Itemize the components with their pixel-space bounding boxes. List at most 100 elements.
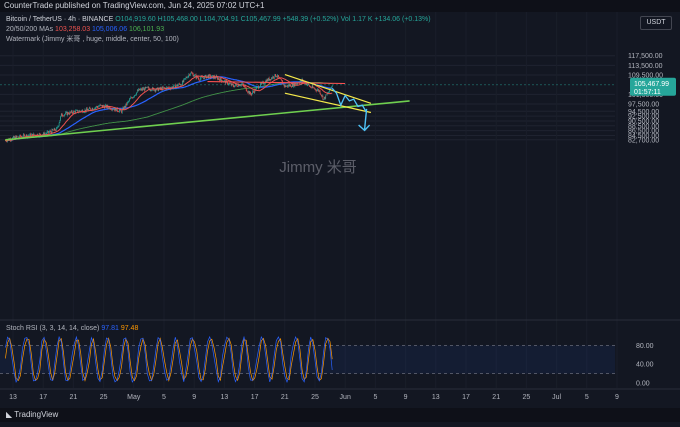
candle-body[interactable]: [239, 85, 241, 87]
candle-body[interactable]: [203, 77, 205, 79]
candle-body[interactable]: [19, 135, 21, 138]
candle-body[interactable]: [84, 109, 86, 112]
candle-body[interactable]: [250, 94, 252, 96]
stoch-k-line[interactable]: [5, 335, 333, 384]
candle-body[interactable]: [160, 87, 162, 89]
candle-body[interactable]: [24, 135, 26, 138]
candle-body[interactable]: [187, 75, 189, 78]
candle-body[interactable]: [273, 76, 274, 79]
candle-body[interactable]: [245, 86, 246, 88]
candle-body[interactable]: [204, 76, 205, 79]
candle-body[interactable]: [307, 83, 309, 85]
candle-body[interactable]: [182, 80, 184, 82]
candle-body[interactable]: [101, 105, 103, 107]
candle-body[interactable]: [146, 86, 148, 88]
candle-body[interactable]: [53, 128, 55, 131]
candle-body[interactable]: [108, 107, 109, 109]
candle-body[interactable]: [207, 75, 209, 78]
candle-body[interactable]: [202, 76, 203, 78]
candle-body[interactable]: [253, 91, 254, 92]
candle-body[interactable]: [276, 76, 278, 77]
stoch-d-line[interactable]: [5, 337, 333, 382]
candle-body[interactable]: [65, 112, 67, 113]
candle-body[interactable]: [129, 99, 130, 101]
candle-body[interactable]: [187, 77, 188, 79]
candle-body[interactable]: [12, 136, 14, 138]
candle-body[interactable]: [237, 86, 238, 87]
candle-body[interactable]: [259, 86, 261, 88]
candle-body[interactable]: [291, 86, 292, 88]
candle-body[interactable]: [310, 86, 312, 88]
candle-body[interactable]: [28, 135, 30, 137]
candle-body[interactable]: [242, 83, 243, 85]
candle-body[interactable]: [51, 129, 53, 133]
candle-body[interactable]: [325, 94, 327, 99]
candle-body[interactable]: [314, 88, 316, 90]
candle-body[interactable]: [13, 136, 15, 138]
candle-body[interactable]: [30, 133, 31, 137]
candle-body[interactable]: [289, 84, 291, 87]
candle-body[interactable]: [144, 87, 146, 91]
candle-body[interactable]: [249, 91, 251, 94]
candle-body[interactable]: [268, 77, 270, 81]
candle-body[interactable]: [177, 85, 179, 87]
candle-body[interactable]: [102, 105, 104, 107]
candle-body[interactable]: [70, 110, 72, 113]
candle-body[interactable]: [83, 111, 85, 113]
candle-body[interactable]: [258, 86, 259, 89]
candle-body[interactable]: [54, 128, 56, 131]
candle-body[interactable]: [197, 77, 199, 79]
candle-body[interactable]: [23, 134, 25, 136]
candle-body[interactable]: [45, 133, 47, 135]
candle-body[interactable]: [309, 86, 311, 87]
candle-body[interactable]: [58, 122, 60, 126]
candle-body[interactable]: [40, 133, 41, 136]
candle-body[interactable]: [330, 87, 332, 89]
candle-body[interactable]: [298, 83, 300, 84]
candle-body[interactable]: [234, 85, 236, 88]
candle-body[interactable]: [68, 112, 69, 114]
candle-body[interactable]: [83, 112, 84, 113]
candle-body[interactable]: [272, 76, 274, 79]
candle-body[interactable]: [25, 134, 27, 137]
candle-body[interactable]: [313, 87, 314, 89]
candle-body[interactable]: [86, 108, 88, 110]
candle-body[interactable]: [191, 72, 193, 74]
candle-body[interactable]: [118, 111, 119, 113]
candle-body[interactable]: [150, 90, 152, 91]
candle-body[interactable]: [139, 89, 141, 91]
candle-body[interactable]: [236, 84, 238, 87]
candle-body[interactable]: [288, 85, 290, 87]
candle-body[interactable]: [111, 109, 113, 110]
candle-body[interactable]: [202, 77, 204, 79]
candle-body[interactable]: [240, 85, 241, 87]
candle-body[interactable]: [77, 109, 79, 113]
candle-body[interactable]: [78, 110, 80, 112]
candle-body[interactable]: [92, 108, 94, 110]
candle-body[interactable]: [280, 78, 281, 80]
candle-body[interactable]: [173, 85, 175, 88]
candle-body[interactable]: [119, 109, 121, 111]
candle-body[interactable]: [296, 83, 297, 85]
candle-body[interactable]: [280, 79, 282, 81]
candle-body[interactable]: [148, 87, 150, 89]
candle-body[interactable]: [284, 85, 286, 87]
candle-body[interactable]: [69, 111, 71, 115]
channel-lower-line[interactable]: [284, 92, 372, 114]
channel-upper-line[interactable]: [284, 73, 372, 104]
candle-body[interactable]: [232, 83, 233, 85]
candle-body[interactable]: [95, 107, 97, 108]
candle-body[interactable]: [22, 134, 24, 138]
candle-body[interactable]: [229, 83, 231, 84]
candle-body[interactable]: [323, 98, 324, 100]
candle-body[interactable]: [331, 85, 333, 87]
candle-body[interactable]: [141, 88, 143, 91]
candle-body[interactable]: [237, 84, 239, 87]
candle-body[interactable]: [326, 94, 327, 96]
candle-body[interactable]: [16, 136, 18, 137]
candle-body[interactable]: [328, 88, 330, 92]
candle-body[interactable]: [89, 107, 91, 109]
candle-body[interactable]: [123, 107, 124, 110]
candle-body[interactable]: [306, 83, 307, 86]
candle-body[interactable]: [238, 84, 240, 87]
